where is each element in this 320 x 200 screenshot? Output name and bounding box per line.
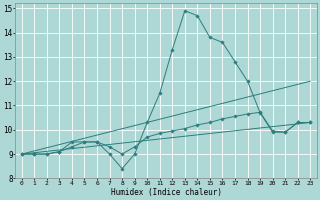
- X-axis label: Humidex (Indice chaleur): Humidex (Indice chaleur): [110, 188, 221, 197]
